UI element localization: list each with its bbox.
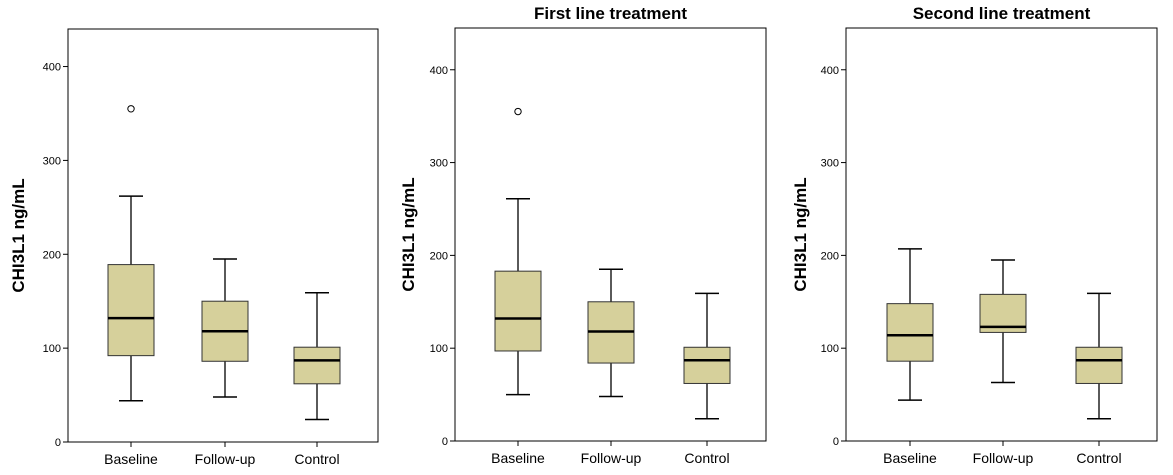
chart-panel-3: Second line treatment 0 100 200 300 400 CHI3L1… <box>791 4 1158 466</box>
box-control <box>293 292 341 421</box>
x-tick-label: Control <box>1076 450 1121 466</box>
box-follow-up <box>201 258 249 398</box>
chart-title: First line treatment <box>534 4 687 23</box>
box-baseline <box>107 105 155 402</box>
y-tick-label: 200 <box>430 250 448 262</box>
plot-frame <box>845 27 1158 442</box>
y-axis-label: CHI3L1 ng/mL <box>791 177 810 291</box>
chart-panel-1: 0 100 200 300 400 CHI3L1 ng/mL Baseline Follow-… <box>9 28 379 467</box>
outlier-point <box>514 107 522 116</box>
iqr-box <box>683 346 731 384</box>
chart-title: Second line treatment <box>913 4 1091 23</box>
box-follow-up <box>979 259 1027 384</box>
outlier-point <box>127 105 135 113</box>
x-tick-label: Follow-up <box>195 451 256 467</box>
y-tick-label: 300 <box>821 158 839 170</box>
y-axis-label: CHI3L1 ng/mL <box>399 177 418 291</box>
box-follow-up <box>587 268 635 398</box>
y-tick-label: 100 <box>430 343 448 355</box>
iqr-box <box>107 264 155 357</box>
iqr-box <box>293 346 341 385</box>
x-tick-label: Control <box>684 450 729 466</box>
x-tick-label: Baseline <box>104 451 158 467</box>
y-tick-label: 400 <box>821 65 839 77</box>
y-tick-label: 0 <box>833 436 839 448</box>
y-tick-label: 0 <box>55 437 61 449</box>
box-control <box>1075 292 1123 420</box>
iqr-box <box>494 270 542 352</box>
y-tick-label: 200 <box>821 250 839 262</box>
y-tick-label: 400 <box>43 62 61 74</box>
plot-frame <box>67 28 379 443</box>
x-tick-label: Follow-up <box>581 450 642 466</box>
x-tick-label: Baseline <box>491 450 545 466</box>
y-tick-label: 100 <box>43 343 61 355</box>
x-tick-label: Control <box>294 451 339 467</box>
y-tick-label: 400 <box>430 65 448 77</box>
y-tick-label: 300 <box>43 155 61 167</box>
iqr-box <box>1075 346 1123 384</box>
chart-panel-2: First line treatment 0 100 200 300 400 CHI3L1 … <box>399 4 767 466</box>
y-tick-label: 0 <box>442 436 448 448</box>
box-control <box>683 292 731 420</box>
x-tick-label: Baseline <box>883 450 937 466</box>
y-axis-label: CHI3L1 ng/mL <box>9 178 28 292</box>
x-tick-label: Follow-up <box>973 450 1034 466</box>
y-tick-label: 100 <box>821 343 839 355</box>
box-baseline <box>494 107 542 396</box>
box-baseline <box>886 248 934 401</box>
y-tick-label: 200 <box>43 249 61 261</box>
y-tick-label: 300 <box>430 158 448 170</box>
iqr-box <box>886 303 934 362</box>
